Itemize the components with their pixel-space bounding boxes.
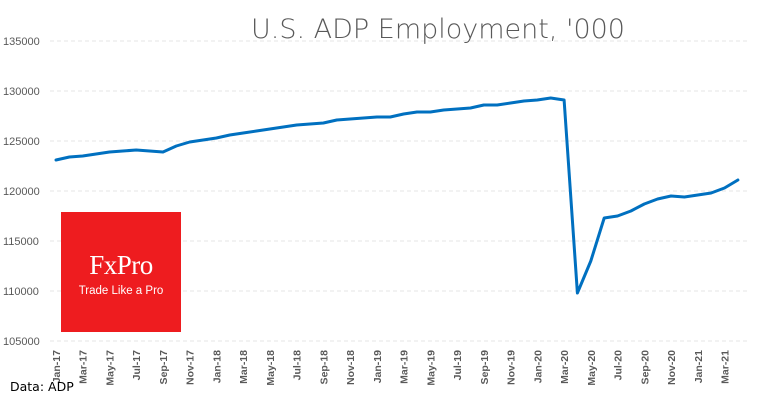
x-axis-ticks: Jan-17 Mar-17 May-17 Jul-17 Sep-17 Nov-17 Jan-…	[51, 350, 732, 386]
x-tick-label: May-19	[425, 350, 437, 386]
x-tick-label: Nov-20	[666, 350, 678, 385]
x-tick-label: Jan-17	[51, 350, 63, 383]
y-tick-label: 125000	[3, 136, 40, 148]
y-tick-label: 115000	[3, 236, 39, 248]
x-tick-label: Mar-19	[399, 350, 411, 384]
x-tick-label: Jul-19	[452, 350, 464, 381]
series-group	[54, 96, 740, 295]
x-tick-label: Mar-18	[238, 350, 250, 384]
x-tick-label: May-20	[586, 350, 598, 386]
x-tick-label: Mar-20	[559, 350, 571, 384]
x-tick-label: Sep-20	[639, 350, 651, 385]
logo-tagline: Trade Like a Pro	[78, 285, 164, 297]
x-tick-label: May-18	[265, 350, 277, 386]
x-tick-label: Jul-17	[131, 350, 143, 381]
y-tick-label: 135000	[3, 36, 40, 48]
x-tick-label: Sep-17	[158, 350, 170, 385]
x-tick-label: Jan-20	[532, 350, 544, 383]
y-tick-label: 120000	[3, 186, 40, 198]
x-tick-label: Nov-18	[345, 350, 357, 385]
x-tick-label: Sep-18	[318, 350, 330, 385]
chart-title: U.S. ADP Employment, '000	[251, 14, 625, 45]
logo-brand: FxPro	[89, 250, 153, 280]
series-line	[54, 96, 740, 295]
x-tick-label: Jul-18	[292, 350, 304, 381]
x-tick-label: Nov-19	[506, 350, 518, 385]
x-tick-label: Sep-19	[479, 350, 491, 385]
y-tick-label: 110000	[3, 286, 39, 298]
x-tick-label: Nov-17	[185, 350, 197, 385]
y-tick-label: 130000	[3, 86, 40, 98]
fxpro-logo: FxPro Trade Like a Pro	[61, 212, 181, 332]
gridlines	[50, 40, 748, 342]
x-tick-label: Jan-21	[693, 350, 705, 383]
data-source: Data: ADP	[10, 379, 74, 394]
x-tick-label: Jul-20	[613, 350, 625, 381]
x-tick-label: May-17	[104, 350, 116, 386]
x-tick-label: Mar-17	[78, 350, 90, 384]
y-axis-ticks: 105000 110000 115000 120000 125000 130000 1350…	[3, 36, 40, 348]
y-tick-label: 105000	[3, 336, 40, 348]
x-tick-label: Jan-19	[372, 350, 384, 383]
x-tick-label: Mar-21	[720, 350, 732, 384]
x-tick-label: Jan-18	[211, 350, 223, 383]
